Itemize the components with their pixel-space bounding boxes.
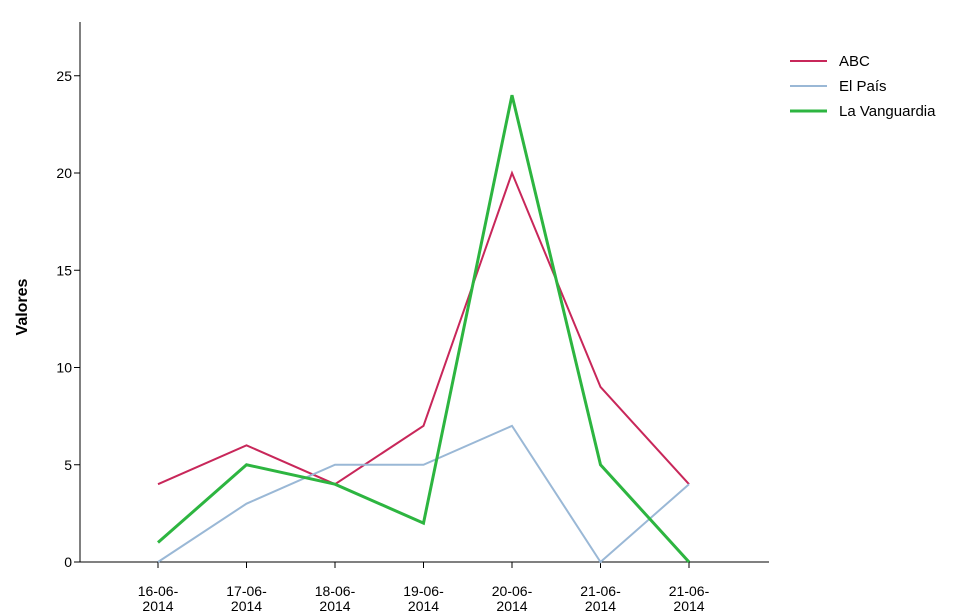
y-tick-label: 15 — [56, 262, 72, 278]
x-tick-label-line: 2014 — [496, 598, 527, 614]
y-axis-label: Valores — [14, 278, 31, 335]
x-tick-label-line: 2014 — [319, 598, 350, 614]
x-tick-label: 21-06-2014 — [580, 583, 621, 614]
x-tick-label: 21-06-2014 — [669, 583, 710, 614]
y-tick-label: 20 — [56, 165, 72, 181]
x-tick-label-line: 17-06- — [226, 583, 267, 599]
x-tick-label-line: 2014 — [673, 598, 704, 614]
legend-label: El País — [839, 78, 887, 95]
x-tick-label: 17-06-2014 — [226, 583, 267, 614]
x-tick-label-line: 21-06- — [669, 583, 710, 599]
legend-label: La Vanguardia — [839, 103, 936, 120]
y-tick-label: 25 — [56, 68, 72, 84]
legend-label: ABC — [839, 53, 870, 70]
series-line-3 — [157, 94, 691, 564]
x-tick-label-line: 2014 — [585, 598, 616, 614]
x-tick-label-line: 18-06- — [315, 583, 356, 599]
x-tick-label: 19-06-2014 — [403, 583, 444, 614]
series-line-1 — [157, 170, 690, 486]
x-tick-label-line: 19-06- — [403, 583, 444, 599]
y-tick-label: 0 — [64, 554, 72, 570]
x-tick-label-line: 2014 — [408, 598, 439, 614]
x-tick-label: 18-06-2014 — [315, 583, 356, 614]
x-tick-label-line: 21-06- — [580, 583, 621, 599]
x-tick-label-line: 2014 — [142, 598, 173, 614]
x-tick-label-line: 16-06- — [138, 583, 179, 599]
chart-axes: 051015202516-06-201417-06-201418-06-2014… — [56, 22, 769, 614]
y-tick-label: 5 — [64, 457, 72, 473]
chart-legend: ABC El País La Vanguardia — [790, 53, 936, 120]
x-tick-label: 16-06-2014 — [138, 583, 179, 614]
chart-series — [157, 94, 691, 564]
y-tick-label: 10 — [56, 360, 72, 376]
x-tick-label-line: 2014 — [231, 598, 262, 614]
x-tick-label: 20-06-2014 — [492, 583, 533, 614]
x-tick-label-line: 20-06- — [492, 583, 533, 599]
series-line-2 — [157, 424, 690, 564]
